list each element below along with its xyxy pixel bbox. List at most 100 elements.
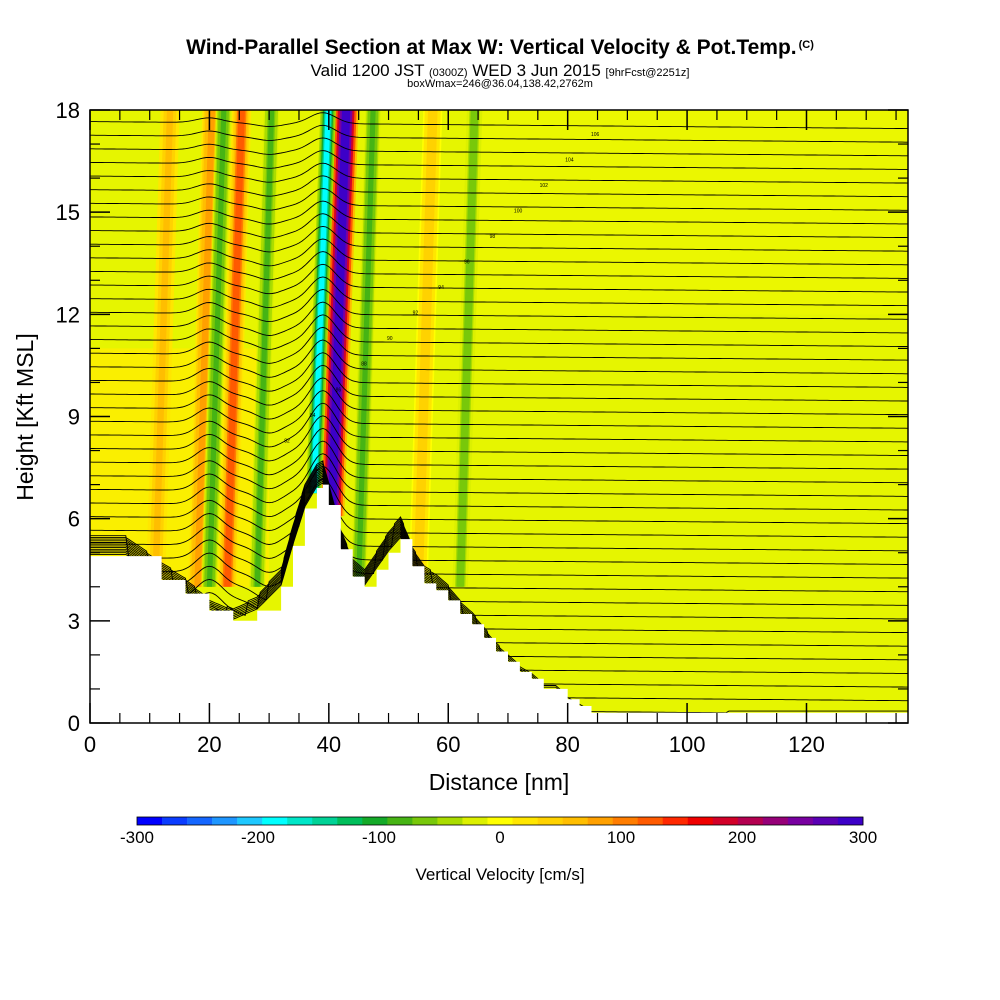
potential-temperature-contours: 82 84 86 88 90 92 94 96 98 100 102 104 106: [90, 112, 908, 714]
x-tick-label: 80: [555, 732, 579, 757]
isentrope-label: 92: [413, 311, 419, 317]
colorbar-segment: [612, 817, 638, 825]
colorbar-segment: [712, 817, 739, 825]
draft-band: [152, 110, 174, 576]
colorbar-segment: [462, 817, 488, 825]
x-tick-label: 20: [197, 732, 221, 757]
colorbar-segment: [737, 817, 764, 825]
colorbar-segment: [337, 817, 363, 825]
colorbar-segment: [137, 817, 163, 825]
isentrope-line: [90, 175, 908, 198]
isentrope-line: [90, 238, 908, 267]
draft-band: [206, 110, 227, 587]
colorbar-tick-label: 0: [495, 828, 504, 847]
isentrope-line: [90, 390, 908, 434]
isentrope-label: 94: [438, 285, 444, 291]
colorbar-border: [136, 816, 864, 826]
draft-band: [457, 110, 478, 587]
colorbar-label: Vertical Velocity [cm/s]: [415, 865, 584, 884]
isentrope-line: [90, 440, 908, 490]
isentrope-line: [90, 150, 908, 170]
isentrope-line: [90, 465, 908, 587]
isentrope-line: [90, 200, 908, 225]
colorbar-segment: [687, 817, 714, 825]
colorbar-tick-label: -300: [120, 828, 154, 847]
isentrope-line: [90, 461, 908, 559]
chart-title: Wind-Parallel Section at Max W: Vertical…: [0, 36, 1000, 60]
isentrope-label: 96: [464, 260, 470, 266]
isentrope-line: [90, 478, 908, 531]
colorbar-segment: [412, 817, 438, 825]
isentrope-line: [90, 188, 908, 211]
isentrope-line: [90, 453, 908, 504]
updraft-column: [146, 110, 180, 576]
y-tick-label: 0: [68, 711, 80, 736]
draft-band: [311, 110, 331, 494]
isentrope-label: 88: [361, 362, 367, 368]
isentrope-line: [90, 137, 908, 157]
isentrope-label: 104: [565, 157, 574, 163]
y-tick-label: 12: [56, 302, 80, 327]
y-tick-label: 15: [56, 200, 80, 225]
y-axis-label: Height [Kft MSL]: [12, 333, 38, 500]
isentrope-line: [90, 364, 908, 406]
y-tick-label: 18: [56, 98, 80, 123]
colorbar-segment: [187, 817, 213, 825]
isentrope-line: [90, 473, 908, 647]
colorbar-segment: [787, 817, 814, 825]
isentrope-line: [90, 213, 908, 239]
isentrope-line: [90, 112, 908, 130]
isentrope-line: [90, 276, 908, 309]
box-wmax-info: boxWmax=246@36.04,138.42,2762m: [407, 78, 593, 90]
isentrope-line: [90, 352, 908, 392]
isentrope-label: 102: [540, 183, 549, 189]
terrain-mask: [90, 484, 908, 723]
isentrope-line: [90, 468, 908, 610]
isentrope-line: [90, 415, 908, 462]
valid-date: WED 3 Jun 2015: [472, 61, 601, 80]
colorbar-segment: [837, 817, 864, 825]
isentrope-line: [90, 289, 908, 323]
colorbar-segment: [562, 817, 588, 825]
y-tick-label: 6: [68, 507, 80, 532]
colorbar-segment: [212, 817, 238, 825]
colorbar-tick-label: -200: [241, 828, 275, 847]
colorbar-segment: [587, 817, 613, 825]
colorbar-segment: [487, 817, 513, 825]
isentrope-line: [90, 460, 908, 545]
colorbar-segment: [662, 817, 689, 825]
terrain-surface: [90, 484, 908, 723]
colorbar-segment: [287, 817, 313, 825]
draft-band: [224, 110, 245, 587]
updraft-column: [319, 110, 359, 517]
isentrope-line: [90, 470, 908, 620]
colorbar-segment: [812, 817, 839, 825]
downdraft-column: [201, 110, 232, 587]
isentrope-label: 100: [514, 208, 523, 214]
isentrope-line: [90, 251, 908, 281]
isentrope-line: [90, 428, 908, 476]
isentrope-line: [90, 463, 908, 573]
colorbar-segment: [162, 817, 188, 825]
isentrope-label: 90: [387, 336, 393, 342]
colorbar-segment: [312, 817, 338, 825]
isentrope-label: 98: [490, 234, 496, 240]
isentrope-line: [90, 466, 908, 601]
isentrope-line: [90, 124, 908, 143]
updraft-column: [217, 110, 252, 587]
colorbar-segment: [237, 817, 263, 825]
downdraft-column: [452, 110, 483, 587]
isentrope-line: [90, 472, 908, 634]
colorbar-segment: [637, 817, 664, 825]
x-tick-label: 60: [436, 732, 460, 757]
x-tick-label: 120: [788, 732, 825, 757]
isentrope-line: [90, 339, 908, 378]
isentrope-line: [90, 314, 908, 350]
y-tick-label: 3: [68, 609, 80, 634]
isentrope-label: 84: [310, 413, 316, 419]
axes: 0 3 6 9 12 15 18 0 20 40 60 80 100 120: [56, 98, 908, 757]
colorbar-tick-label: 200: [728, 828, 756, 847]
isentrope-line: [90, 377, 908, 420]
chart-title-text: Wind-Parallel Section at Max W: Vertical…: [186, 36, 797, 59]
